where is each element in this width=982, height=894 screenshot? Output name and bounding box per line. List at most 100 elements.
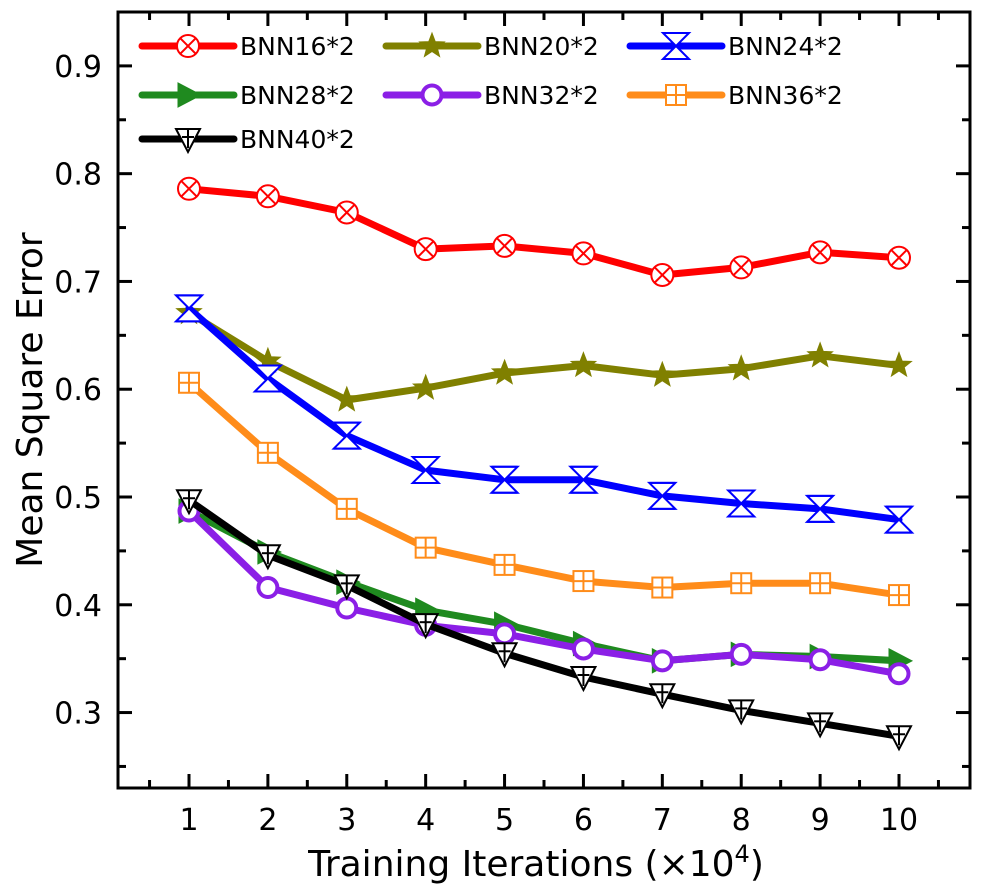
legend: BNN16*2 BNN20*2 BNN24*2 BNN28*2 BNN32*2 BNN36… (138, 31, 843, 155)
series-line (185, 304, 903, 524)
x-tick-label: 1 (179, 803, 198, 838)
data-point (729, 255, 754, 280)
data-point (806, 341, 834, 368)
data-point (414, 536, 437, 559)
y-tick-label: 0.9 (54, 50, 102, 85)
series-BNN32*2 (177, 499, 911, 686)
series-BNN16*2 (177, 176, 911, 287)
data-point (412, 613, 440, 640)
legend-entry: BNN20*2 (382, 31, 599, 61)
legend-marker (418, 31, 446, 58)
x-tick-label: 2 (258, 803, 277, 838)
data-point (334, 200, 359, 225)
data-point (808, 648, 832, 672)
series-line (185, 309, 903, 404)
y-axis-label: Mean Square Error (10, 232, 51, 568)
data-point (490, 642, 519, 669)
y-tick-label: 0.7 (54, 265, 102, 300)
data-point (568, 465, 599, 494)
series-line (185, 496, 903, 740)
legend-marker (660, 32, 692, 60)
data-point (173, 294, 205, 323)
legend-entry: BNN16*2 (138, 32, 355, 61)
series-BNN24*2 (173, 294, 915, 534)
data-point (887, 662, 911, 686)
y-tick-label: 0.6 (54, 373, 102, 408)
legend-marker (176, 34, 200, 58)
data-point (885, 725, 913, 752)
data-point (178, 371, 200, 394)
data-point (493, 553, 516, 576)
data-point (411, 373, 440, 400)
y-tick-label: 0.8 (54, 158, 102, 193)
legend-label: BNN36*2 (728, 81, 843, 110)
x-tick-label: 7 (653, 803, 672, 838)
data-point (175, 489, 203, 516)
data-point (809, 572, 832, 595)
data-point (725, 489, 757, 518)
legend-label: BNN16*2 (240, 32, 355, 61)
legend-label: BNN20*2 (484, 32, 599, 61)
data-point (331, 421, 363, 450)
x-tick-label: 9 (811, 803, 830, 838)
series-line (185, 379, 903, 599)
data-point (571, 637, 595, 661)
data-point (489, 465, 520, 494)
data-point (730, 572, 753, 595)
data-point (808, 240, 833, 265)
legend-entry: BNN36*2 (626, 81, 843, 110)
series-BNN36*2 (178, 371, 910, 607)
x-tick-label: 4 (416, 803, 435, 838)
data-point (493, 622, 517, 646)
data-point (883, 505, 915, 534)
data-point (252, 364, 284, 393)
data-point (727, 699, 755, 726)
legend-entry: BNN24*2 (626, 32, 843, 61)
data-point (650, 649, 674, 673)
x-tick-label: 10 (880, 803, 918, 838)
y-tick-label: 0.4 (54, 589, 102, 624)
data-point (335, 497, 358, 520)
data-point (729, 642, 753, 666)
series-BNN20*2 (175, 298, 913, 412)
data-point (888, 584, 910, 607)
x-tick-label: 6 (574, 803, 593, 838)
data-point (650, 262, 675, 287)
data-point (254, 544, 282, 571)
x-tick-label: 3 (337, 803, 356, 838)
data-point (256, 441, 279, 464)
series-line (185, 185, 903, 279)
data-point (648, 360, 677, 387)
data-point (256, 576, 280, 600)
legend-entry: BNN40*2 (138, 125, 355, 155)
x-axis-label: Training Iterations (×104) (307, 840, 764, 885)
data-point (646, 481, 678, 510)
data-point (806, 712, 834, 739)
data-point (410, 456, 442, 485)
series-BNN40*2 (175, 489, 913, 752)
x-tick-label: 8 (732, 803, 751, 838)
data-point (177, 176, 201, 201)
legend-label: BNN28*2 (240, 81, 355, 110)
legend-label: BNN32*2 (484, 81, 599, 110)
legend-label: BNN24*2 (728, 32, 843, 61)
legend-marker (177, 82, 203, 108)
data-point (413, 237, 438, 262)
data-point (490, 358, 519, 385)
data-point (651, 576, 674, 599)
legend-label: BNN40*2 (240, 125, 355, 154)
y-tick-label: 0.3 (54, 697, 102, 732)
data-point (333, 574, 361, 601)
data-point (887, 245, 911, 270)
data-point (648, 683, 676, 710)
data-point (571, 241, 596, 266)
series-line (185, 507, 903, 678)
data-point (492, 233, 517, 258)
legend-marker (665, 84, 687, 106)
y-tick-label: 0.5 (54, 481, 102, 516)
x-tick-label: 5 (495, 803, 514, 838)
data-point (255, 184, 280, 209)
legend-entry: BNN32*2 (382, 81, 599, 110)
data-point (727, 354, 755, 381)
